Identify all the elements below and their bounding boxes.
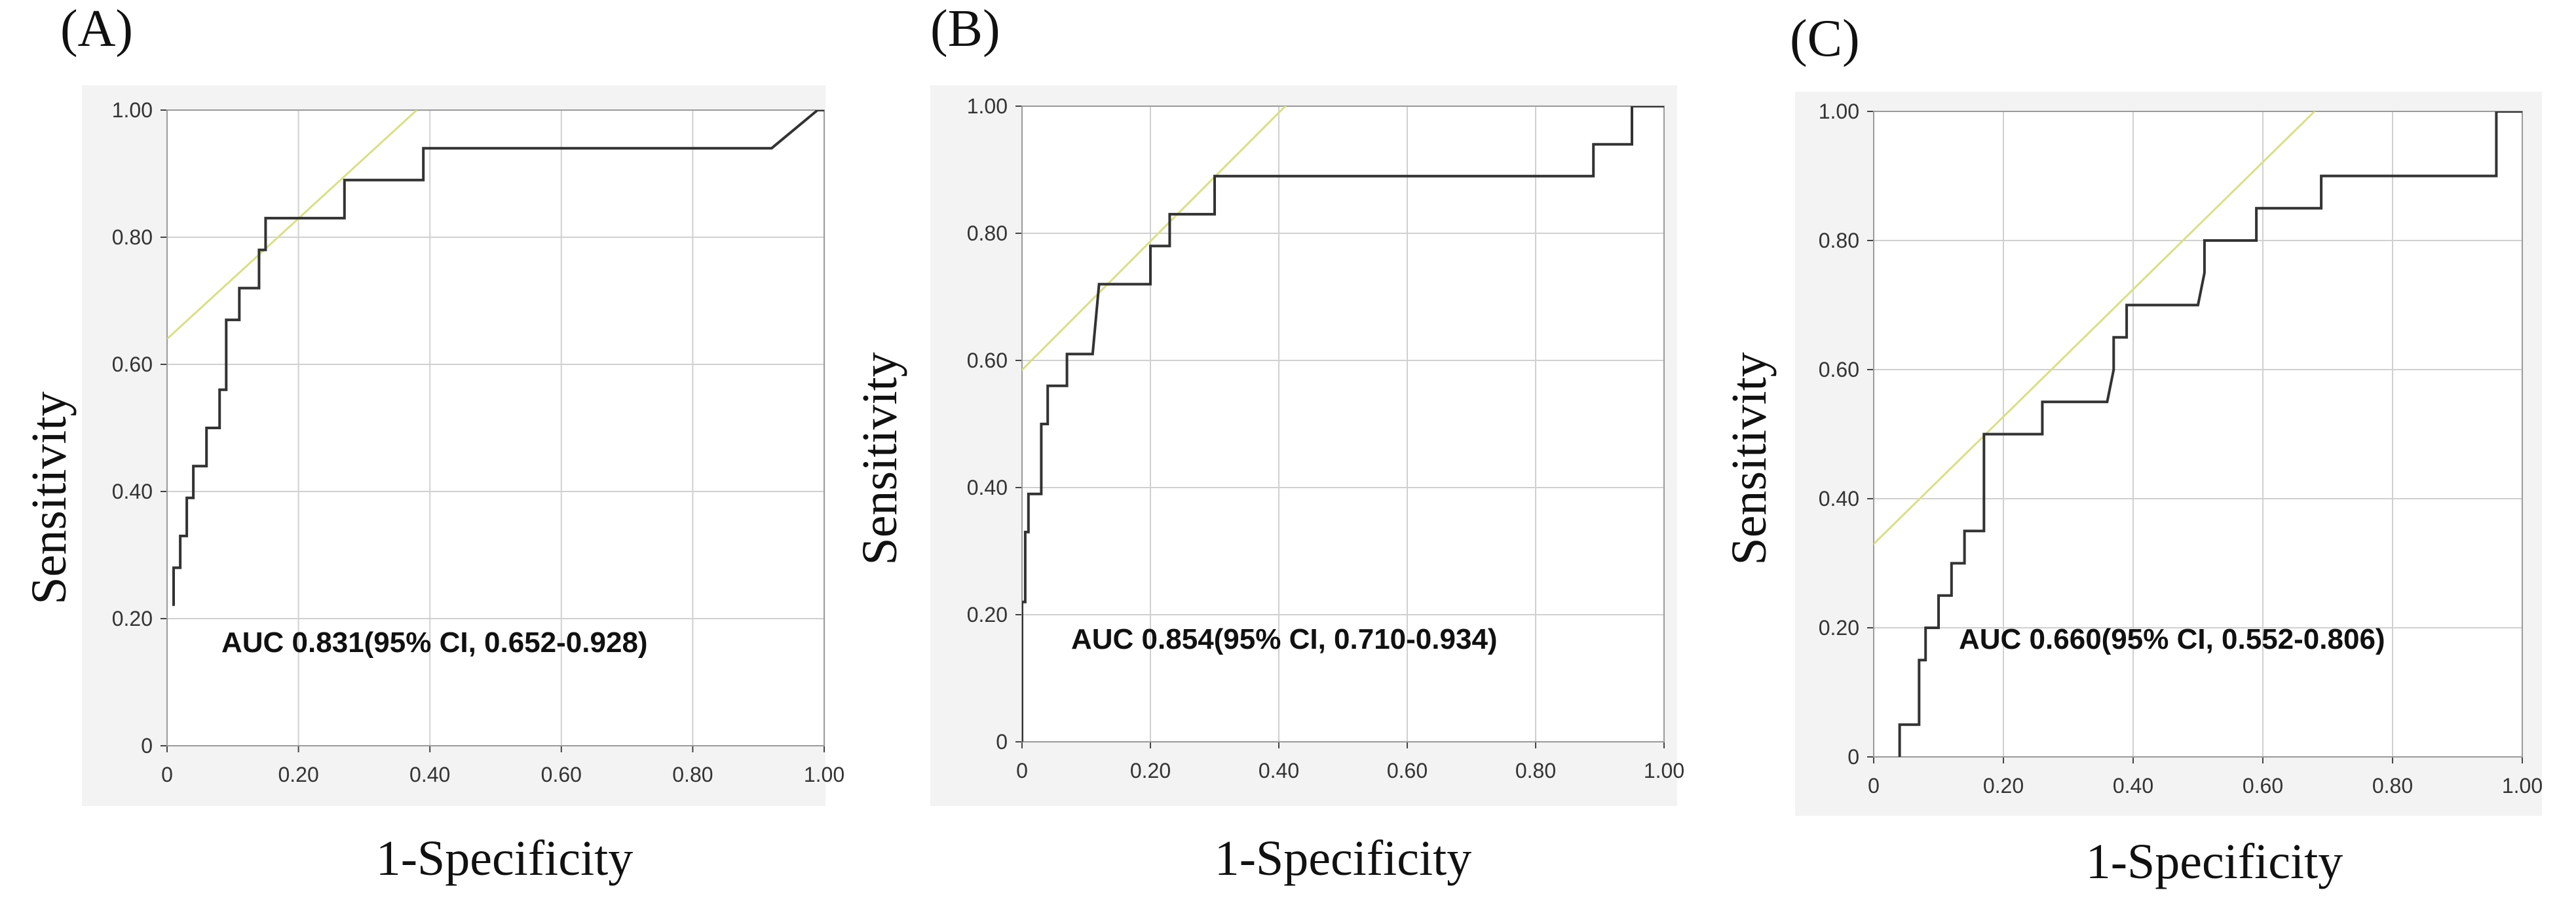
y-tick-label: 0.40 [112,480,153,503]
y-tick-label: 0 [141,734,153,758]
plot-border [1021,106,1665,742]
x-tick-label: 0.80 [2372,774,2413,798]
x-tick-label: 0.20 [278,763,318,786]
panel-1: 0 0.20 0.40 0.60 0.80 1.00 0 0.20 0.40 0.60 0.80 1.… [22,0,844,886]
panel-2: 0 0.20 0.40 0.60 0.80 1.00 0 0.20 0.40 0.60 0.80 1.… [852,0,1684,886]
y-tick-label: 0.60 [967,349,1008,372]
x-tick-label: 1.00 [2502,774,2543,798]
x-axis-title: 1-Specificity [376,831,634,886]
tangent-line [1022,106,1287,372]
roc-curve [172,110,824,606]
x-tick-label: 1.00 [804,763,844,786]
auc-annotation: AUC 0.854(95% CI, 0.710-0.934) [1071,623,1498,655]
roc-curve [1022,106,1664,742]
plot-area [1874,111,2522,757]
x-tick-label: 0.40 [409,763,450,786]
y-tick-label: 0.20 [112,607,153,630]
x-tick-label: 0.60 [1387,759,1428,782]
auc-annotation: AUC 0.660(95% CI, 0.552-0.806) [1959,623,2385,655]
y-tick-label: 0.60 [1819,358,1859,381]
x-tick-label: 0.40 [1259,759,1299,782]
roc-curve [1898,111,2522,757]
x-tick-label: 1.00 [1644,759,1684,782]
y-tick-label: 0.40 [967,476,1008,499]
x-tick-label: 0 [1868,774,1880,798]
y-axis-title: Sensitivity [1722,352,1777,565]
y-tick-label: 1.00 [112,98,153,122]
y-tick-label: 1.00 [1819,100,1859,123]
plot-area [167,110,824,746]
y-tick-label: 0 [1847,745,1859,769]
y-tick-label: 0.80 [1819,229,1859,252]
x-tick-label: 0.20 [1130,759,1171,782]
y-tick-label: 1.00 [967,94,1008,118]
x-tick-label: 0.40 [2113,774,2153,798]
x-axis-title: 1-Specificity [2086,834,2343,889]
y-tick-label: 0 [996,730,1008,754]
panel-label: (A) [60,0,133,58]
y-tick-label: 0.20 [967,603,1008,626]
panel-label: (B) [930,0,1000,58]
y-tick-label: 0.60 [112,353,153,376]
auc-annotation: AUC 0.831(95% CI, 0.652-0.928) [221,626,648,659]
panel-label: (C) [1790,10,1860,67]
tangent-line [1874,111,2317,546]
y-tick-label: 0.20 [1819,616,1859,640]
x-tick-label: 0.60 [2243,774,2283,798]
x-tick-label: 0 [1016,759,1028,782]
tangent-line [167,110,418,340]
y-axis-title: Sensitivity [852,352,907,565]
y-axis-title: Sensitivity [22,391,77,604]
y-tick-label: 0.80 [967,221,1008,245]
x-tick-label: 0.20 [1983,774,2024,798]
x-tick-label: 0 [161,763,173,786]
plot-area [1022,106,1664,742]
panel-3: 0 0.20 0.40 0.60 0.80 1.00 0 0.20 0.40 0.60 0.80 1.… [1722,10,2543,889]
plot-border [1873,111,2523,758]
y-tick-label: 0.80 [112,225,153,249]
x-tick-label: 0.80 [1515,759,1556,782]
x-axis-title: 1-Specificity [1215,831,1472,886]
y-tick-label: 0.40 [1819,487,1859,510]
x-tick-label: 0.80 [672,763,713,786]
plot-border [166,109,825,746]
x-tick-label: 0.60 [541,763,582,786]
